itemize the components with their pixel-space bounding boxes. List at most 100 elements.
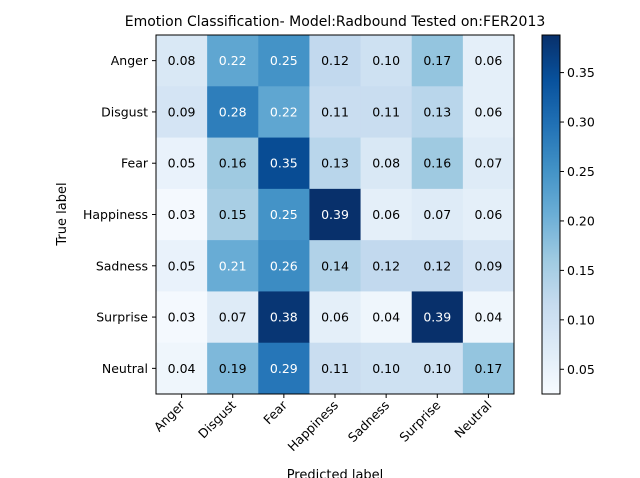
heatmap-cell [309, 86, 362, 139]
cell-value-label: 0.19 [219, 361, 247, 376]
cell-value-label: 0.03 [168, 310, 196, 325]
y-tick-label: Anger [111, 53, 149, 68]
cell-value-label: 0.12 [372, 258, 400, 273]
heatmap-cell [360, 342, 413, 395]
cell-value-label: 0.17 [475, 361, 503, 376]
cell-value-label: 0.11 [321, 104, 349, 119]
heatmap-cell [360, 137, 413, 190]
heatmap-cell [156, 86, 208, 139]
heatmap-cell [411, 35, 464, 87]
cell-value-label: 0.12 [321, 53, 349, 68]
heatmap-cell [207, 86, 259, 139]
colorbar-tick-label: 0.30 [567, 115, 595, 130]
heatmap-cell [156, 188, 208, 241]
heatmap-cell [309, 342, 362, 395]
cell-value-label: 0.26 [270, 258, 298, 273]
heatmap-cell [360, 86, 413, 139]
heatmap-cell [411, 342, 464, 395]
heatmap-cell [462, 240, 515, 292]
y-tick-label: Neutral [102, 361, 148, 376]
heatmap-cell [309, 137, 362, 190]
x-tick-label: Anger [151, 397, 189, 435]
cell-value-label: 0.22 [270, 104, 298, 119]
cell-value-label: 0.15 [219, 207, 247, 222]
y-axis-label: True label [55, 182, 70, 246]
cell-value-label: 0.04 [475, 310, 503, 325]
cell-value-label: 0.22 [219, 53, 247, 68]
cell-value-label: 0.29 [270, 361, 298, 376]
cell-value-labels: 0.08 0.22 0.25 0.12 0.10 0.17 0.06 0.09 0.28 0.22… [168, 53, 503, 376]
colorbar-tick-label: 0.25 [567, 164, 595, 179]
cell-value-label: 0.25 [270, 207, 298, 222]
cell-value-label: 0.21 [219, 258, 247, 273]
cell-value-label: 0.09 [168, 104, 196, 119]
cell-value-label: 0.16 [219, 156, 247, 171]
heatmap-cell [156, 240, 208, 292]
heatmap-cell [462, 137, 515, 190]
cell-value-label: 0.08 [372, 156, 400, 171]
x-tick-label: Neutral [451, 398, 494, 441]
colorbar-tick-label: 0.10 [567, 312, 595, 327]
cell-value-label: 0.35 [270, 156, 298, 171]
colorbar-tick-label: 0.05 [567, 362, 595, 377]
cell-value-label: 0.04 [372, 310, 400, 325]
cell-value-label: 0.39 [321, 207, 349, 222]
cell-value-label: 0.12 [423, 258, 451, 273]
heatmap-cell [411, 188, 464, 241]
y-tick-label: Happiness [83, 207, 148, 222]
colorbar-tick-label: 0.15 [567, 263, 595, 278]
cell-value-label: 0.13 [321, 156, 349, 171]
colorbar-ticks: 0.05 0.10 0.15 0.20 0.25 0.30 0.35 [560, 65, 595, 377]
cell-value-label: 0.07 [219, 310, 247, 325]
heatmap-cell [309, 188, 362, 241]
cell-value-label: 0.03 [168, 207, 196, 222]
heatmap-cell [258, 137, 310, 190]
heatmap-cell [207, 342, 259, 395]
heatmap-cell [309, 240, 362, 292]
cell-value-label: 0.06 [475, 53, 503, 68]
heatmap-cell [462, 35, 515, 87]
heatmap-cell [156, 291, 208, 344]
chart-title: Emotion Classification- Model:Radbound T… [125, 14, 546, 30]
heatmap-cell [207, 35, 259, 87]
cell-value-label: 0.28 [219, 104, 247, 119]
cell-value-label: 0.10 [372, 361, 400, 376]
y-tick-label: Sadness [96, 258, 148, 273]
heatmap-cell [360, 291, 413, 344]
heatmap-cell [360, 188, 413, 241]
colorbar [541, 34, 561, 395]
colorbar-tick-label: 0.35 [567, 65, 595, 80]
heatmap-cell [258, 342, 310, 395]
heatmap-cell [258, 291, 310, 344]
y-tick-label: Fear [121, 156, 149, 171]
cell-value-label: 0.08 [168, 53, 196, 68]
cell-value-label: 0.07 [423, 207, 451, 222]
heatmap-cell [156, 137, 208, 190]
heatmap-cell [462, 291, 515, 344]
cell-value-label: 0.10 [372, 53, 400, 68]
x-tick-label: Surprise [396, 397, 443, 444]
heatmap-cell [411, 86, 464, 139]
heatmap-cell [462, 342, 515, 395]
cell-value-label: 0.09 [475, 258, 503, 273]
heatmap-cell [309, 35, 362, 87]
cell-value-label: 0.06 [321, 310, 349, 325]
cell-value-label: 0.14 [321, 258, 349, 273]
x-tick-label: Sadness [345, 398, 392, 445]
heatmap-cell [258, 86, 310, 139]
heatmap-cell [207, 291, 259, 344]
cell-value-label: 0.25 [270, 53, 298, 68]
cell-value-label: 0.16 [423, 156, 451, 171]
cell-value-label: 0.10 [423, 361, 451, 376]
x-tick-label: Fear [260, 397, 290, 427]
heatmap-cell [462, 188, 515, 241]
heatmap-cell [411, 137, 464, 190]
heatmap-cell [411, 240, 464, 292]
heatmap-cell [156, 35, 208, 87]
heatmap-cells [156, 35, 515, 395]
cell-value-label: 0.38 [270, 310, 298, 325]
y-axis-ticks: Anger Disgust Fear Happiness Sadness Surprise… [83, 53, 156, 376]
heatmap-cell [207, 188, 259, 241]
x-tick-label: Happiness [285, 398, 342, 455]
